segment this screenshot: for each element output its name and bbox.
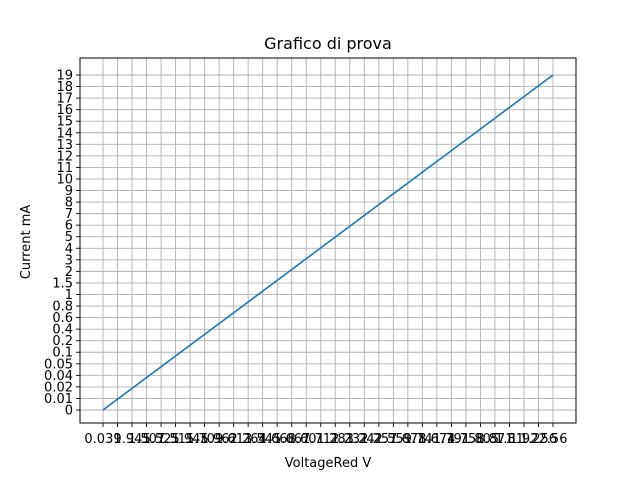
x-tick-label: 1.668 xyxy=(259,432,296,447)
y-tick-label: 19 xyxy=(56,69,73,84)
x-tick-label: 1.667 xyxy=(273,432,310,447)
x-tick-label: 1.515 xyxy=(157,432,194,447)
y-tick-label: 3 xyxy=(65,253,73,268)
y-tick-label: 15 xyxy=(56,115,73,130)
x-tick-label: 1.709 xyxy=(186,432,223,447)
x-tick-label: 1.945 xyxy=(171,432,208,447)
y-tick-label: 2 xyxy=(65,265,73,280)
y-tick-label: 10 xyxy=(56,172,73,187)
grid xyxy=(80,58,576,423)
x-tick-label: 1.871 xyxy=(476,432,513,447)
x-tick-label: 1.232 xyxy=(331,432,368,447)
x-tick-label: 1.256 xyxy=(520,432,557,447)
y-tick-label: 0.04 xyxy=(44,369,73,384)
y-axis: 00.010.020.040.050.10.20.40.60.811.52345… xyxy=(44,69,80,419)
x-tick-label: 0.039 xyxy=(84,432,121,447)
x-tick-label: 1.507 xyxy=(128,432,165,447)
y-tick-label: 8 xyxy=(65,196,73,211)
x-tick-label: 1.81 xyxy=(495,432,524,447)
y-tick-label: 0.02 xyxy=(44,380,73,395)
x-tick-label: 1.242 xyxy=(346,432,383,447)
x-tick-label: 1 xyxy=(113,432,121,447)
y-tick-label: 18 xyxy=(56,80,73,95)
y-tick-label: 0.1 xyxy=(52,346,73,361)
y-tick-label: 17 xyxy=(56,92,73,107)
x-tick-label: 1.741 xyxy=(404,432,441,447)
axes-frame xyxy=(79,57,577,424)
x-axis-label: VoltageRed V xyxy=(285,456,372,471)
y-tick-label: 1 xyxy=(65,288,73,303)
y-tick-label: 13 xyxy=(56,138,73,153)
y-tick-label: 6 xyxy=(65,219,73,234)
x-tick-label: 1.791 xyxy=(433,432,470,447)
y-tick-label: 0 xyxy=(65,404,73,419)
x-tick-label: 1.613 xyxy=(215,432,252,447)
y-tick-label: 4 xyxy=(65,242,73,257)
x-tick-label: 1.545 xyxy=(244,432,281,447)
y-tick-label: 7 xyxy=(65,207,73,222)
x-tick-label: 1.525 xyxy=(142,432,179,447)
x-tick-label: 1.945 xyxy=(113,432,150,447)
x-axis: 0.03911.9451.5071.5251.5151.9451.7091.96… xyxy=(84,423,567,447)
x-tick-label: 1.962 xyxy=(201,432,238,447)
x-tick-label: 1.257 xyxy=(360,432,397,447)
y-tick-label: 0.6 xyxy=(52,311,73,326)
x-tick-label: 1.601 xyxy=(288,432,325,447)
x-tick-label: 1.264 xyxy=(230,432,267,447)
y-tick-label: 0.2 xyxy=(52,334,73,349)
y-tick-label: 1.5 xyxy=(52,276,73,291)
x-tick-label: 1.559 xyxy=(375,432,412,447)
y-tick-label: 0.4 xyxy=(52,323,73,338)
series-layer xyxy=(102,74,554,411)
x-tick-label: 1.805 xyxy=(462,432,499,447)
y-tick-label: 9 xyxy=(65,184,73,199)
plot-frame xyxy=(79,57,577,424)
chart-title: Grafico di prova xyxy=(264,34,392,53)
x-tick-label: 1.712 xyxy=(302,432,339,447)
x-tick-label: 1.758 xyxy=(447,432,484,447)
y-tick-label: 0.05 xyxy=(44,357,73,372)
y-tick-label: 0.01 xyxy=(44,392,73,407)
y-tick-label: 14 xyxy=(56,126,73,141)
y-tick-label: 16 xyxy=(56,103,73,118)
y-axis-label: Current mA xyxy=(19,205,34,280)
y-tick-label: 11 xyxy=(56,161,73,176)
x-tick-label: 1.92 xyxy=(509,432,538,447)
y-tick-label: 5 xyxy=(65,230,73,245)
y-tick-label: 0.8 xyxy=(52,300,73,315)
y-tick-label: 12 xyxy=(56,149,73,164)
x-tick-label: 1.283 xyxy=(317,432,354,447)
x-tick-label: 1.674 xyxy=(418,432,455,447)
series-line xyxy=(102,74,554,411)
x-tick-label: 1.678 xyxy=(389,432,426,447)
x-tick-label: 2.56 xyxy=(539,432,568,447)
